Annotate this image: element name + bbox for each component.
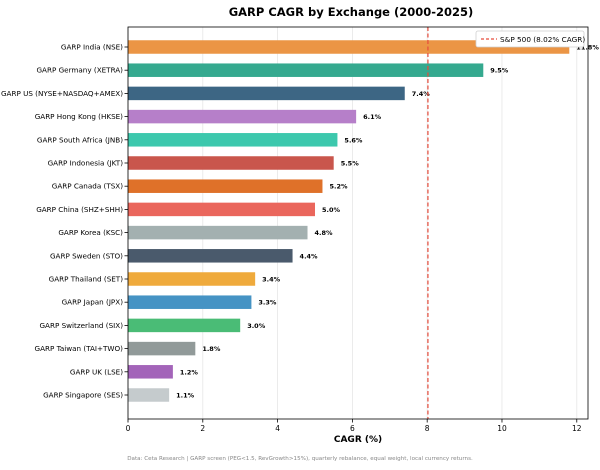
bar	[128, 365, 173, 379]
legend-box	[475, 30, 585, 48]
footnote: Data: Ceta Research | GARP screen (PEG<1…	[127, 456, 473, 462]
bar	[128, 272, 256, 286]
data-label: 1.8%	[202, 345, 221, 353]
x-tick-label: 10	[497, 424, 507, 433]
data-label: 1.1%	[176, 392, 195, 400]
legend: S&P 500 (8.02% CAGR)	[475, 30, 585, 48]
plot-frame	[127, 26, 589, 420]
bar	[128, 86, 405, 101]
data-label: 4.8%	[315, 229, 334, 237]
bar	[128, 179, 323, 193]
bars	[128, 40, 570, 402]
data-label: 5.6%	[344, 136, 363, 144]
legend-label: S&P 500 (8.02% CAGR)	[500, 35, 585, 44]
data-label: 9.5%	[490, 67, 509, 75]
x-tick-label: 12	[572, 424, 582, 433]
data-label: 6.1%	[363, 113, 382, 121]
bar	[128, 156, 334, 170]
chart-title: GARP CAGR by Exchange (2000-2025)	[229, 5, 474, 19]
data-label: 4.4%	[300, 252, 319, 260]
bar	[128, 225, 308, 240]
y-tick-label: GARP Sweden (STO)	[50, 251, 123, 260]
y-tick-label: GARP China (SHZ+SHH)	[36, 205, 123, 214]
grid-lines	[127, 27, 578, 419]
bar	[128, 249, 293, 263]
y-tick-label: GARP UK (LSE)	[70, 367, 123, 376]
y-tick-label: GARP Indonesia (JKT)	[48, 159, 124, 168]
y-tick-label: GARP Japan (JPX)	[62, 298, 124, 307]
x-tick-label: 4	[275, 424, 280, 433]
y-tick-label: GARP Canada (TSX)	[52, 182, 123, 191]
bar	[128, 63, 484, 77]
bar	[128, 341, 196, 356]
y-tick-label: GARP Taiwan (TAI+TWO)	[35, 344, 124, 353]
data-label: 5.0%	[322, 206, 341, 214]
bar	[128, 133, 338, 147]
x-axis-label: CAGR (%)	[334, 435, 382, 445]
y-tick-label: GARP Korea (KSC)	[58, 228, 123, 237]
y-tick-label: GARP Switzerland (SIX)	[39, 321, 123, 330]
y-axis-categories: GARP India (NSE) GARP Germany (XETRA) GARP…	[1, 43, 128, 400]
data-label: 3.0%	[247, 322, 266, 330]
x-tick-label: 6	[350, 424, 355, 433]
x-tick-label: 8	[425, 424, 430, 433]
bar	[128, 202, 315, 217]
data-label: 3.4%	[262, 276, 281, 284]
x-tick-label: 0	[126, 424, 131, 433]
y-tick-label: GARP Germany (XETRA)	[36, 66, 123, 75]
y-tick-label: GARP South Africa (JNB)	[37, 135, 123, 144]
bar	[128, 295, 252, 309]
bar	[128, 318, 241, 333]
x-tick-label: 2	[200, 424, 205, 433]
y-tick-label: GARP India (NSE)	[61, 43, 123, 52]
data-label: 3.3%	[258, 299, 277, 307]
bar	[128, 388, 170, 402]
y-tick-label: GARP Singapore (SES)	[43, 391, 123, 400]
y-tick-label: GARP Hong Kong (HKSE)	[35, 112, 123, 121]
bar	[128, 109, 357, 124]
y-tick-label: GARP Thailand (SET)	[49, 275, 124, 284]
y-tick-label: GARP US (NYSE+NASDAQ+AMEX)	[1, 89, 123, 98]
x-axis-ticks: 0 2 4 6 8 10 12	[126, 419, 582, 433]
data-label: 1.2%	[180, 368, 199, 376]
data-label: 7.4%	[412, 90, 431, 98]
data-label: 5.5%	[341, 160, 360, 168]
bar	[128, 40, 570, 54]
data-label: 5.2%	[329, 183, 348, 191]
